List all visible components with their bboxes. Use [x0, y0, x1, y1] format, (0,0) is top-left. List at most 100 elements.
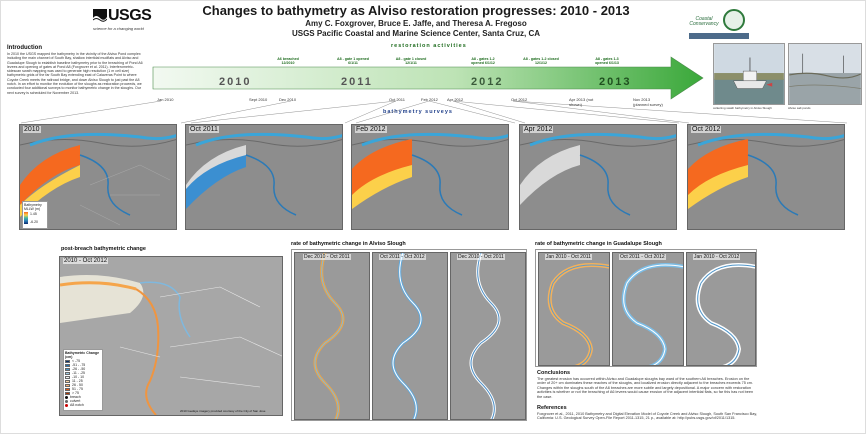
guadalupe-panel-1: Jan 2010 - Oct 2011 — [538, 252, 610, 366]
postbreach-legend-label: -10 - 10 — [72, 375, 85, 379]
postbreach-credit: 2010 GeoEye imagery provided courtesy of… — [180, 409, 266, 413]
date-apr-2012: Apr 2012 — [447, 97, 464, 102]
postbreach-legend-label: -26 - -50 — [72, 367, 86, 371]
postbreach-legend-swatch — [65, 375, 70, 379]
date-oct-2012: Oct 2012 — [511, 97, 528, 102]
guadalupe-map-1 — [539, 253, 609, 365]
panel-label-apr-2012: Apr 2012 — [523, 126, 554, 133]
postbreach-legend-label: 26 - 50 — [72, 383, 83, 387]
date-apr-2013: Apr 2013 (not shown) — [569, 97, 594, 107]
bathy-map-oct-2012 — [688, 125, 844, 229]
postbreach-legend-label: 51 - 75 — [72, 387, 83, 391]
alviso-panel-1: Dec 2010 - Oct 2011 — [294, 252, 370, 420]
year-2012: 2012 — [471, 76, 504, 88]
conclusions-heading: Conclusions — [537, 370, 571, 376]
date-sept-2010: Sept 2010 — [249, 97, 268, 102]
postbreach-legend-swatch — [65, 359, 70, 363]
postbreach-legend-title: Bathymetric Change (cm) — [65, 351, 100, 359]
postbreach-panel-label: 2010 - Oct 2012 — [63, 258, 109, 264]
marker-dot-icon — [65, 399, 68, 403]
postbreach-legend-row: -26 - -50 — [65, 367, 101, 371]
usgs-wave-icon — [93, 9, 107, 23]
postbreach-title: post-breach bathymetric change — [61, 246, 146, 252]
postbreach-legend-row: > 75 — [65, 391, 101, 395]
postbreach-marker-label: breach — [70, 395, 81, 399]
alviso-panel-2-label: Oct 2011 - Oct 2012 — [379, 254, 426, 260]
references-text: Foxgrover et al., 2011, 2010 Bathymetry … — [537, 412, 757, 421]
postbreach-legend-row: < -75 — [65, 359, 101, 363]
timeline: restoration activities 2010 2011 2012 20… — [151, 43, 707, 125]
postbreach-legend-swatch — [65, 363, 70, 367]
guadalupe-panel-3: Jan 2010 - Oct 2012 — [686, 252, 756, 366]
boat-photo — [713, 43, 785, 105]
bathymetry-panels: 2010 Bathymetry MLLW (m) 1.45 -6.20 — [19, 124, 849, 234]
partner-seal-icon — [723, 9, 745, 31]
alviso-title: rate of bathymetric change in Alviso Slo… — [291, 241, 406, 247]
postbreach-legend-row: -10 - 10 — [65, 375, 101, 379]
postbreach-legend-row: 11 - 25 — [65, 379, 101, 383]
bathy-legend: Bathymetry MLLW (m) 1.45 -6.20 — [22, 201, 48, 229]
event-gates13-opened: A8 - gates 1-3 opened 6/1/13 — [595, 57, 619, 66]
bathy-panel-oct-2011: Oct 2011 — [185, 124, 343, 230]
poster-title: Changes to bathymetry as Alviso restorat… — [202, 3, 630, 18]
event-gate1-closed: A8 - gate 1 closed 12/1/11 — [395, 57, 427, 66]
intro-heading: Introduction — [7, 45, 42, 51]
guadalupe-map-2 — [613, 253, 683, 365]
postbreach-legend-label: -51 - -75 — [72, 363, 86, 367]
usgs-logo-text: USGS — [108, 7, 152, 24]
marker-dot-icon — [65, 403, 68, 407]
conclusions-text: The greatest erosion has occurred within… — [537, 377, 754, 399]
bathy-panel-apr-2012: Apr 2012 — [519, 124, 677, 230]
alviso-map-2 — [373, 253, 447, 419]
date-jan-2010: Jan 2010 — [157, 97, 174, 102]
intro-text: In 2010 the USGS mapped the bathymetry i… — [7, 52, 143, 95]
postbreach-legend: Bathymetric Change (cm) < -75 -51 - -75 -2… — [63, 349, 103, 411]
event-gates12-closed: A8 - gates 1-2 closed 12/1/12 — [523, 57, 559, 66]
postbreach-marker-row: A8 notch — [65, 403, 101, 407]
guadalupe-panel-2-label: Oct 2011 - Oct 2012 — [619, 254, 666, 260]
panel-label-2010: 2010 — [23, 126, 41, 133]
poster-affiliation: USGS Pacific Coastal and Marine Science … — [291, 29, 541, 38]
postbreach-legend-items: < -75 -51 - -75 -26 - -50 -11 - -25 -10 - 10… — [65, 359, 101, 407]
bathy-panel-2010: 2010 Bathymetry MLLW (m) 1.45 -6.20 — [19, 124, 177, 230]
postbreach-legend-label: 11 - 25 — [72, 379, 83, 383]
event-a6-breached: A6 breached 12/2010 — [277, 57, 299, 66]
postbreach-legend-row: 26 - 50 — [65, 383, 101, 387]
postbreach-legend-row: -51 - -75 — [65, 363, 101, 367]
postbreach-legend-swatch — [65, 371, 70, 375]
restoration-activities-label: restoration activities — [391, 43, 467, 49]
year-2013: 2013 — [599, 76, 632, 88]
event-gates12-opened: A8 - gates 1-2 opened 6/1/12 — [471, 57, 495, 66]
usgs-tagline: science for a changing world — [93, 26, 144, 31]
postbreach-legend-row: 51 - 75 — [65, 387, 101, 391]
boat-photo-caption: collecting swath bathymetry in Alviso Sl… — [713, 106, 772, 110]
alviso-panels: Dec 2010 - Oct 2011 Oct 2011 - Oct 2012 … — [291, 249, 527, 421]
bathy-legend-max: 1.45 — [30, 212, 37, 216]
postbreach-legend-swatch — [65, 379, 70, 383]
bathy-panel-oct-2012: Oct 2012 — [687, 124, 845, 230]
alviso-panel-3: Dec 2010 - Oct 2011 — [450, 252, 526, 420]
bathy-map-apr-2012 — [520, 125, 676, 229]
guadalupe-panel-2: Oct 2011 - Oct 2012 — [612, 252, 684, 366]
bathy-colorbar — [24, 212, 28, 224]
event-gate1-opened: A8 - gate 1 opened 6/1/11 — [337, 57, 369, 66]
bathy-legend-min: -6.20 — [30, 220, 38, 224]
guadalupe-panel-3-label: Jan 2010 - Oct 2012 — [693, 254, 741, 260]
bathymetry-surveys-label: bathymetry surveys — [383, 109, 453, 115]
postbreach-legend-label: -11 - -25 — [72, 371, 85, 375]
postbreach-legend-swatch — [65, 367, 70, 371]
partner-banner — [689, 33, 749, 39]
partner-logos: Coastal Conservancy — [689, 7, 749, 39]
postbreach-marker-label: culvert — [70, 399, 81, 403]
postbreach-map: 2010 - Oct 2012 Bathymetric Change (cm) … — [59, 256, 283, 416]
guadalupe-panel-1-label: Jan 2010 - Oct 2011 — [545, 254, 592, 260]
postbreach-marker-label: A8 notch — [70, 403, 84, 407]
date-dec-2010: Dec 2010 — [279, 97, 297, 102]
panel-label-oct-2012: Oct 2012 — [691, 126, 722, 133]
marker-dot-icon — [65, 395, 68, 399]
bathy-map-oct-2011 — [186, 125, 342, 229]
coastal-conservancy-logo: Coastal Conservancy — [689, 16, 719, 27]
date-nov-2013: Nov 2013 (planned survey) — [633, 97, 663, 107]
salt-pond-photo-caption: Alviso salt ponds — [788, 106, 811, 110]
